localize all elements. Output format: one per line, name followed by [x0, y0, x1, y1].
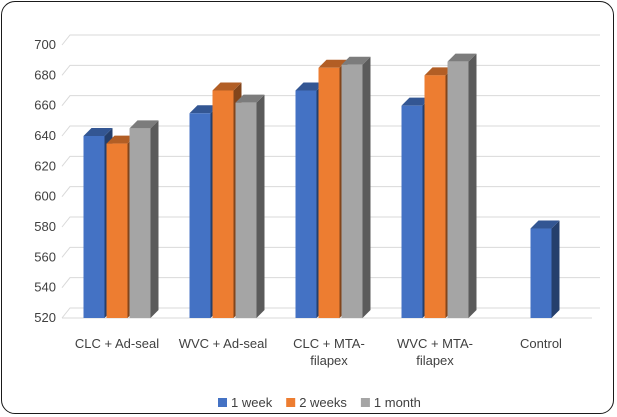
bar-top-face: [83, 128, 113, 136]
y-tick-label: 660: [34, 98, 56, 113]
bar-top-face: [129, 120, 159, 129]
bar-front-face: [295, 90, 317, 318]
gridline: [61, 34, 600, 46]
legend-label: 2 weeks: [299, 395, 347, 410]
bar-top-face: [212, 82, 242, 91]
bar-front-face: [424, 75, 446, 318]
bar-top-face: [189, 105, 219, 114]
bar-top-face: [318, 59, 348, 68]
y-tick-label: 580: [34, 219, 56, 234]
bar-front-face: [106, 143, 128, 318]
bar-1-month-0: [129, 120, 159, 319]
legend-swatch: [286, 398, 296, 407]
bar-1-month-1: [235, 94, 265, 318]
bar-front-face: [401, 105, 423, 319]
bar-front-face: [189, 113, 211, 318]
y-tick-label: 520: [34, 310, 56, 325]
bar-top-face: [106, 135, 136, 144]
x-tick-label: filapex: [310, 353, 348, 368]
bar-1-week-4: [530, 220, 560, 318]
y-axis: 520 540 560 580 600 620 640 660 680 700: [34, 37, 56, 325]
bar-front-face: [318, 67, 340, 318]
bar-top-face: [424, 67, 454, 76]
bar-front-face: [212, 90, 234, 318]
bar-top-face: [530, 220, 560, 229]
bar-top-face: [341, 56, 371, 65]
bar-front-face: [447, 61, 469, 318]
x-tick-label: filapex: [416, 353, 454, 368]
x-tick-label: CLC + Ad-seal: [75, 336, 159, 351]
x-tick-label: CLC + MTA-: [293, 336, 365, 351]
bar-side-face: [256, 94, 265, 318]
y-tick-label: 540: [34, 280, 56, 295]
bar-front-face: [83, 136, 105, 318]
y-tick-label: 620: [34, 158, 56, 173]
bar-side-face: [362, 56, 371, 318]
legend: 1 week 2 weeks 1 month: [218, 395, 421, 410]
bar-side-face: [150, 120, 159, 319]
bar-top-face: [401, 97, 431, 106]
bar-top-face: [447, 53, 477, 62]
gridline: [61, 95, 600, 106]
legend-label: 1 week: [231, 395, 273, 410]
bar-top-face: [235, 94, 265, 103]
bar-front-face: [235, 102, 257, 318]
bar-1-month-2: [341, 56, 371, 318]
y-tick-label: 600: [34, 189, 56, 204]
gridline: [61, 64, 600, 76]
legend-swatch: [360, 398, 370, 407]
bar-front-face: [341, 64, 363, 318]
y-tick-label: 640: [34, 128, 56, 143]
y-tick-label: 680: [34, 67, 56, 82]
y-tick-label: 560: [34, 249, 56, 264]
bar-front-face: [129, 128, 151, 318]
x-tick-label: WVC + MTA-: [397, 336, 473, 351]
bar-1-month-3: [447, 53, 477, 318]
legend-swatch: [218, 398, 227, 407]
bar-side-face: [468, 53, 477, 318]
legend-label: 1 month: [374, 395, 421, 410]
y-tick-label: 700: [34, 37, 56, 52]
bar-front-face: [530, 228, 552, 318]
x-axis: CLC + Ad-seal WVC + Ad-seal CLC + MTA-fila…: [75, 336, 562, 368]
bar-side-face: [551, 220, 560, 318]
x-tick-label: Control: [520, 336, 562, 351]
bars: [83, 53, 560, 319]
x-tick-label: WVC + Ad-seal: [179, 336, 268, 351]
bar-top-face: [295, 82, 325, 91]
